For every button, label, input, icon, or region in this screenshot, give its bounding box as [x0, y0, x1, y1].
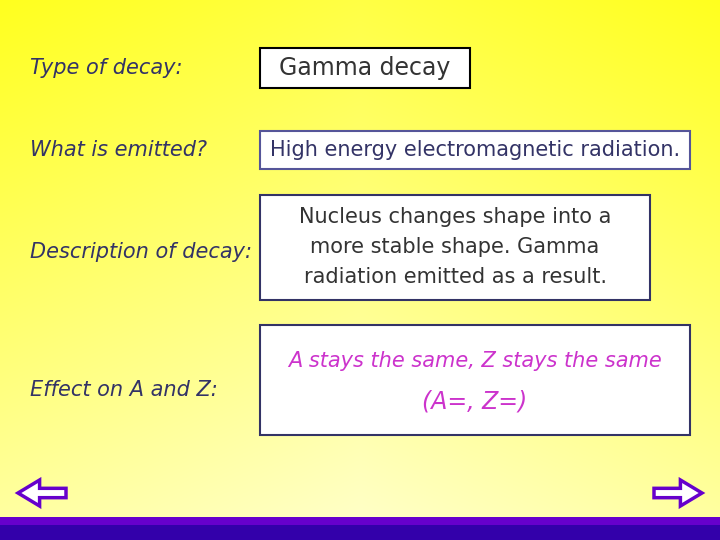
Bar: [0, 517, 720, 525]
Polygon shape: [18, 480, 66, 506]
Bar: [260, 131, 690, 169]
Text: Type of decay:: Type of decay:: [30, 58, 182, 78]
Text: Gamma decay: Gamma decay: [279, 56, 451, 80]
Bar: [260, 325, 690, 435]
Text: What is emitted?: What is emitted?: [30, 140, 207, 160]
Bar: [260, 194, 650, 300]
Bar: [260, 48, 470, 88]
Text: Effect on A and Z:: Effect on A and Z:: [30, 380, 217, 400]
Text: Description of decay:: Description of decay:: [30, 242, 252, 262]
Bar: [0, 525, 720, 540]
Polygon shape: [654, 480, 702, 506]
Text: Nucleus changes shape into a
more stable shape. Gamma
radiation emitted as a res: Nucleus changes shape into a more stable…: [299, 207, 611, 287]
Text: A stays the same, Z stays the same: A stays the same, Z stays the same: [288, 352, 662, 372]
Text: High energy electromagnetic radiation.: High energy electromagnetic radiation.: [270, 140, 680, 160]
Text: (A=, Z=): (A=, Z=): [423, 390, 528, 414]
